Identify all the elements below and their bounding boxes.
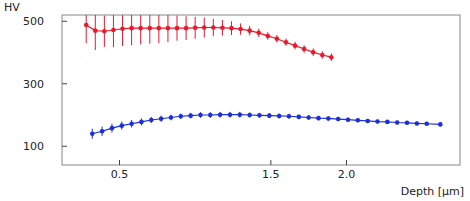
data-point	[395, 120, 400, 125]
data-point	[147, 26, 152, 31]
data-point	[247, 113, 252, 118]
data-point	[284, 40, 289, 45]
data-point	[129, 26, 134, 31]
data-point	[415, 121, 420, 126]
data-point	[311, 50, 316, 55]
data-point	[111, 28, 116, 33]
data-point	[198, 113, 203, 118]
data-point	[277, 114, 282, 119]
data-point	[175, 26, 180, 31]
data-point	[193, 26, 198, 31]
data-point	[365, 119, 370, 124]
data-point	[329, 55, 334, 60]
data-point	[438, 122, 443, 127]
series-line	[92, 115, 440, 134]
x-tick-label: 0.5	[111, 168, 129, 181]
x-tick	[270, 160, 271, 165]
data-point	[218, 112, 223, 117]
data-point	[228, 112, 233, 117]
x-axis-label: Depth [μm]	[401, 185, 464, 198]
data-point	[129, 121, 134, 126]
data-point	[247, 28, 252, 33]
data-point	[110, 126, 115, 131]
data-point	[100, 129, 105, 134]
data-point	[220, 26, 225, 31]
y-tick	[62, 146, 67, 147]
data-point	[102, 29, 107, 34]
y-tick	[62, 21, 67, 22]
data-point	[84, 23, 89, 28]
x-tick	[346, 160, 347, 165]
data-point	[306, 115, 311, 120]
data-point	[139, 120, 144, 125]
data-point	[149, 118, 154, 123]
data-point	[166, 26, 171, 31]
data-point	[424, 121, 429, 126]
data-point	[336, 117, 341, 122]
data-point	[385, 120, 390, 125]
data-point	[238, 112, 243, 117]
data-point	[93, 28, 98, 33]
data-point	[316, 116, 321, 121]
data-point	[293, 43, 298, 48]
data-point	[275, 36, 280, 41]
y-tick-label: 100	[23, 140, 44, 153]
data-point	[169, 115, 174, 120]
data-point	[202, 25, 207, 30]
data-point	[138, 26, 143, 31]
plot-area	[84, 15, 443, 139]
y-tick	[62, 83, 67, 84]
data-point	[238, 27, 243, 32]
data-point	[266, 34, 271, 39]
data-point	[320, 53, 325, 58]
x-tick-label: 2.0	[338, 168, 356, 181]
x-tick	[119, 160, 120, 165]
data-point	[184, 26, 189, 31]
data-point	[188, 113, 193, 118]
data-point	[405, 121, 410, 126]
y-tick-label: 300	[23, 78, 44, 91]
data-point	[119, 123, 124, 128]
y-tick-label: 500	[23, 15, 44, 28]
x-tick-label: 1.5	[262, 168, 280, 181]
data-point	[267, 113, 272, 118]
data-point	[257, 113, 262, 118]
data-point	[297, 115, 302, 120]
data-point	[120, 26, 125, 31]
data-point	[157, 26, 162, 31]
data-point	[302, 47, 307, 52]
data-point	[346, 117, 351, 122]
chart: 100 300 500 0.5 1.5 2.0 HV Depth [μm]	[0, 0, 470, 201]
y-axis-label: HV	[4, 1, 20, 14]
data-point	[229, 26, 234, 31]
data-point	[178, 114, 183, 119]
data-point	[256, 31, 261, 36]
data-point	[159, 116, 164, 121]
data-point	[90, 131, 95, 136]
error-bar	[86, 15, 87, 43]
data-point	[326, 116, 331, 121]
data-point	[356, 118, 361, 123]
data-point	[375, 119, 380, 124]
plot-frame	[62, 15, 460, 165]
data-point	[211, 25, 216, 30]
data-point	[208, 113, 213, 118]
data-point	[287, 114, 292, 119]
